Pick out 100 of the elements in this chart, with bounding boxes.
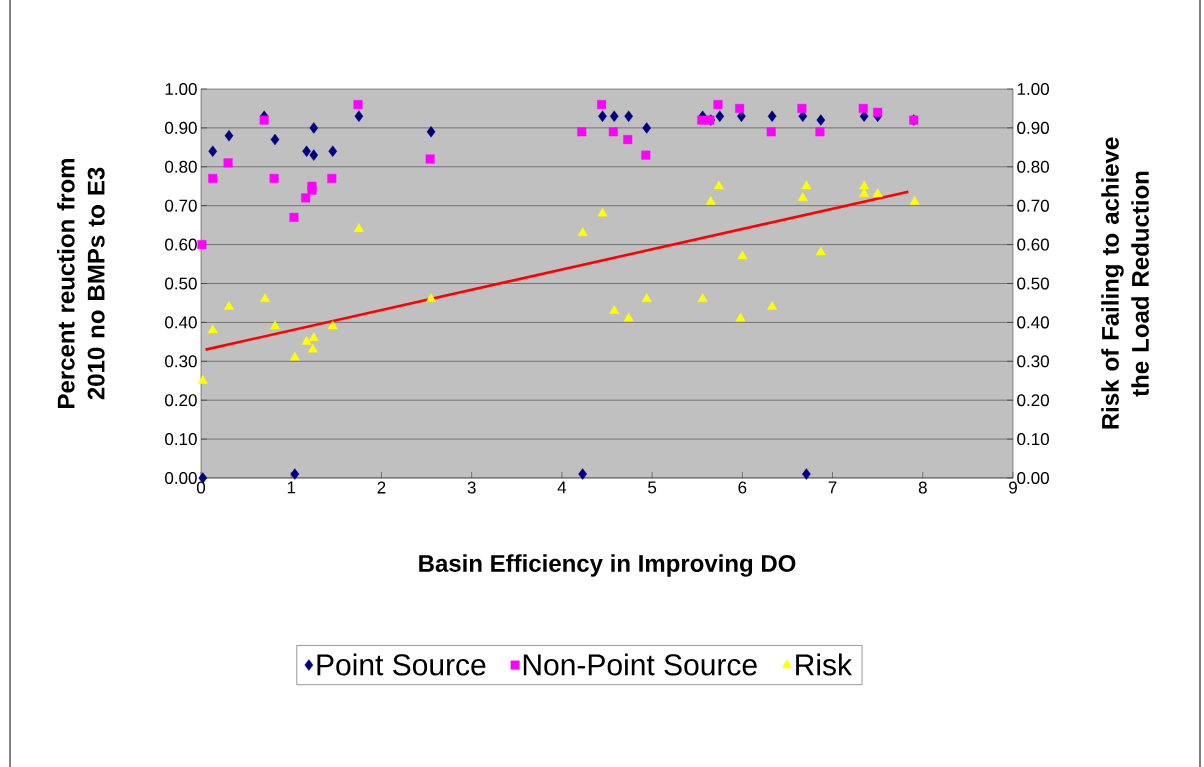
point xyxy=(425,154,435,164)
y-tick-label: 0.60 xyxy=(165,238,197,251)
point xyxy=(208,173,218,183)
point xyxy=(328,145,338,157)
point xyxy=(859,188,870,197)
point xyxy=(705,196,716,205)
legend-label: Point Source xyxy=(317,653,486,676)
point xyxy=(289,351,300,361)
point xyxy=(815,127,825,137)
point xyxy=(713,180,724,190)
point xyxy=(858,103,868,113)
y-tick-label: 0.20 xyxy=(165,394,197,407)
point xyxy=(327,173,337,183)
x-tick-label: 9 xyxy=(1009,481,1017,494)
x-tick-label: 2 xyxy=(377,481,386,494)
x-tick-label: 4 xyxy=(557,481,567,494)
y2-axis-title: Risk of Failing to achieve the Load Reduction xyxy=(1101,137,1149,429)
y2-tick-label: 0.90 xyxy=(1017,121,1049,134)
point xyxy=(309,122,319,134)
point xyxy=(859,180,870,190)
y2-tick-label: 0.20 xyxy=(1017,394,1049,407)
y-tick-label: 0.30 xyxy=(165,355,197,368)
point xyxy=(767,301,778,310)
x-tick-label: 6 xyxy=(738,481,747,494)
point xyxy=(797,103,807,113)
y2-tick-label: 0.40 xyxy=(1017,316,1049,329)
point xyxy=(302,145,311,157)
point xyxy=(260,293,271,302)
point xyxy=(290,468,300,480)
y-tick-label: 0.50 xyxy=(165,277,197,290)
point xyxy=(641,293,652,302)
point xyxy=(269,173,279,183)
point xyxy=(301,336,312,345)
point xyxy=(713,100,723,110)
point xyxy=(307,181,317,191)
point xyxy=(270,133,280,146)
point xyxy=(197,375,208,384)
y2-tick-label: 0.50 xyxy=(1017,277,1049,290)
y-axis-title: Percent reuction from 2010 no BMPs to E3 xyxy=(57,158,105,408)
point xyxy=(623,135,633,145)
point xyxy=(207,324,218,334)
y2-tick-label: 0.00 xyxy=(1017,471,1049,485)
point xyxy=(577,227,588,236)
point xyxy=(609,110,619,122)
point xyxy=(597,207,608,217)
point xyxy=(307,343,318,353)
y-tick-label: 0.90 xyxy=(165,121,197,134)
legend-label: Risk xyxy=(796,653,853,676)
point xyxy=(623,312,634,322)
y2-tick-label: 0.80 xyxy=(1017,160,1049,173)
point xyxy=(641,150,651,160)
y-tick-label: 0.10 xyxy=(165,433,197,446)
point xyxy=(270,320,280,330)
x-tick-label: 5 xyxy=(648,481,657,494)
point xyxy=(737,250,748,260)
point xyxy=(609,305,620,314)
y2-tick-label: 0.60 xyxy=(1017,238,1049,251)
y2-tick-label: 0.70 xyxy=(1017,199,1049,212)
point xyxy=(697,293,708,302)
point xyxy=(815,246,826,256)
x-tick-label: 8 xyxy=(918,481,927,494)
x-tick-label: 7 xyxy=(828,481,837,494)
point xyxy=(578,468,587,480)
point xyxy=(715,110,725,122)
legend-label: Non-Point Source xyxy=(523,653,757,676)
point xyxy=(624,110,633,122)
point xyxy=(353,100,363,110)
point xyxy=(735,312,746,322)
point xyxy=(801,180,812,190)
y-tick-label: 0.00 xyxy=(165,471,197,485)
x-axis-title: Basin Efficiency in Improving DO xyxy=(419,554,796,577)
x-tick-label: 3 xyxy=(467,481,476,494)
point xyxy=(735,103,745,113)
point xyxy=(208,145,218,157)
point xyxy=(224,301,234,310)
y2-tick-label: 0.10 xyxy=(1017,433,1049,446)
y-tick-label: 0.80 xyxy=(165,160,197,173)
point xyxy=(353,223,364,232)
point xyxy=(642,122,652,134)
point xyxy=(598,110,607,122)
point xyxy=(223,158,233,168)
y-tick-label: 0.70 xyxy=(165,199,197,212)
point xyxy=(354,110,364,122)
point xyxy=(308,332,319,341)
point xyxy=(767,110,777,122)
point xyxy=(909,196,920,205)
point xyxy=(873,107,883,117)
point xyxy=(766,127,776,137)
point xyxy=(327,320,338,330)
y2-tick-label: 1.00 xyxy=(1017,82,1049,96)
point xyxy=(309,149,319,161)
point xyxy=(426,126,436,138)
point xyxy=(224,129,234,142)
point xyxy=(301,193,311,203)
point xyxy=(197,240,207,250)
point xyxy=(577,127,587,137)
point xyxy=(426,293,437,302)
x-tick-label: 1 xyxy=(287,481,296,494)
point xyxy=(597,100,607,110)
y-tick-label: 1.00 xyxy=(165,82,197,96)
